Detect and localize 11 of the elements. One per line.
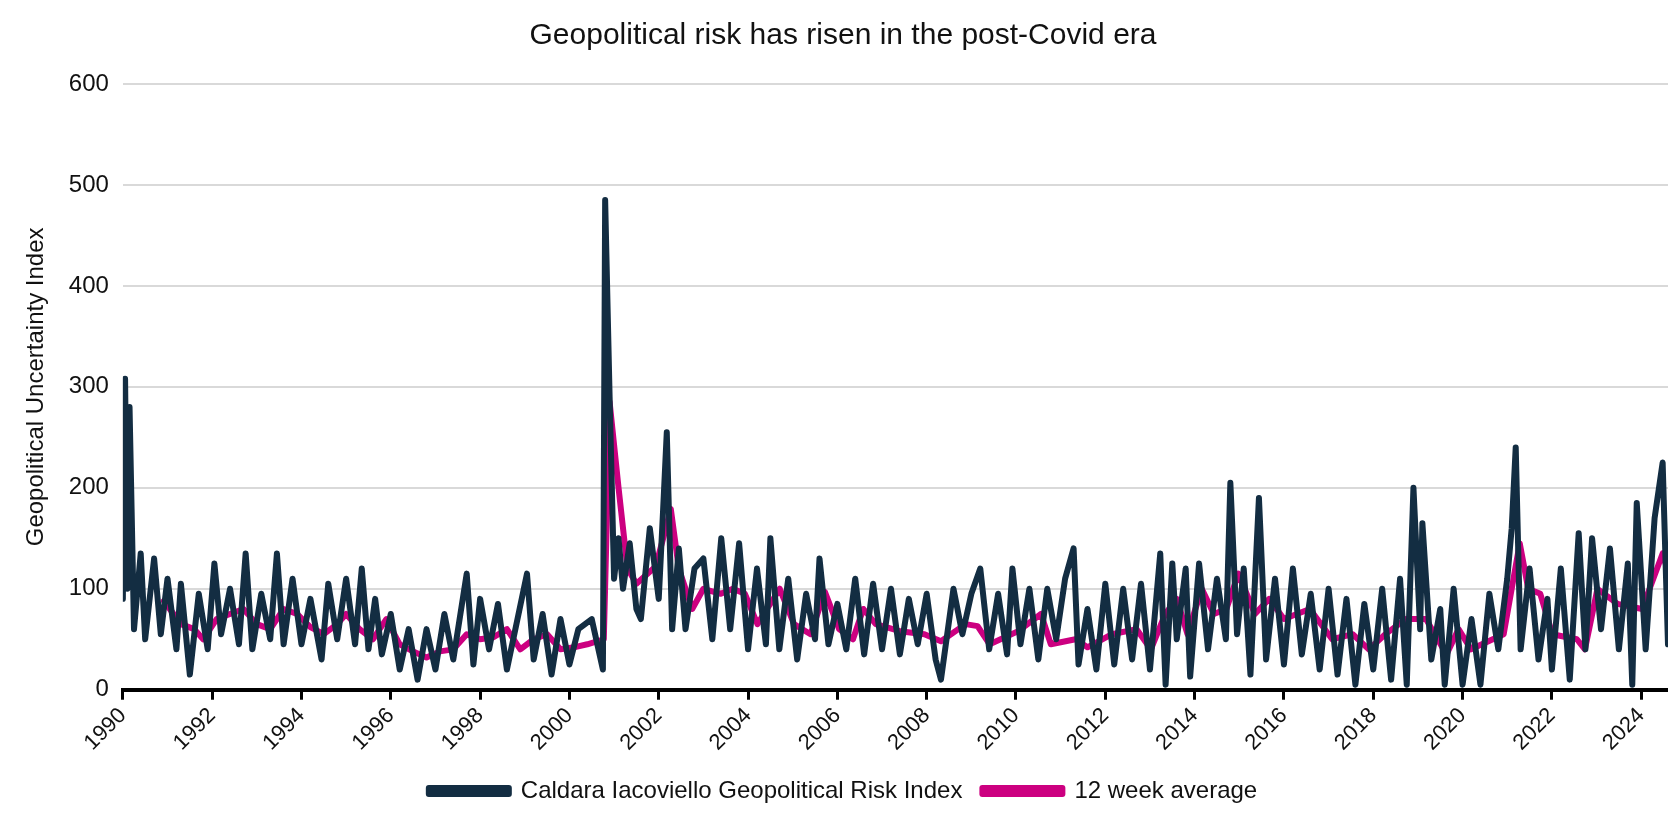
y-tick-label: 600 [68,68,109,96]
chart-title: Geopolitical risk has risen in the post-Covid era [529,17,1157,51]
y-axis-title: Geopolitical Uncertainty Index [21,227,49,547]
y-tick-label: 0 [95,674,109,702]
y-tick-label: 100 [68,573,109,601]
y-tick-label: 500 [68,169,109,197]
y-tick-label: 200 [68,472,109,500]
y-tick-label: 400 [68,270,109,298]
legend-label: Caldara Iacoviello Geopolitical Risk Index [520,775,963,803]
legend-label: 12 week average [1074,775,1258,803]
y-tick-label: 300 [68,371,109,399]
